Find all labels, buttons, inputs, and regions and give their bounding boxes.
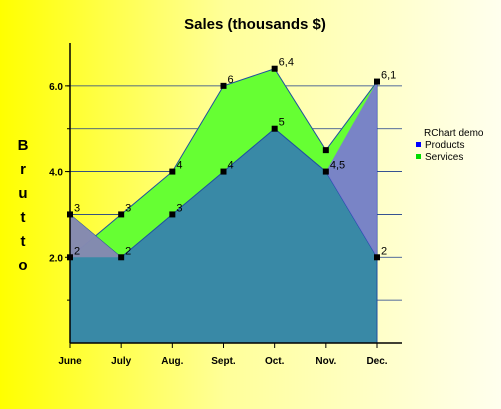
data-label: 3 — [125, 202, 131, 214]
plot-areas — [69, 68, 378, 344]
tick-labels: June July Aug. Sept. Oct. Nov. Dec. 2.0 4.0 6.0 — [49, 82, 388, 367]
data-point — [220, 168, 227, 175]
data-point — [271, 125, 278, 132]
x-tick-label: June — [58, 356, 82, 367]
data-point — [374, 254, 380, 261]
x-tick-label: Sept. — [211, 356, 236, 367]
x-tick-label: Dec. — [366, 356, 387, 367]
data-label: 2 — [381, 245, 387, 257]
data-label: 3 — [74, 202, 80, 214]
x-tick-label: July — [111, 356, 131, 367]
data-label: 2 — [74, 245, 80, 257]
data-point — [322, 147, 329, 154]
legend-title: RChart demo — [424, 128, 484, 139]
data-point — [220, 82, 227, 89]
chart-title: Sales (thousands $) — [184, 16, 326, 33]
x-tick-label: Oct. — [265, 356, 285, 367]
area-overlap — [325, 81, 377, 258]
data-label: 6 — [228, 74, 234, 86]
legend-label: Services — [425, 152, 463, 163]
data-label: 5 — [279, 117, 285, 129]
data-point — [118, 254, 125, 261]
area-overlap-start — [70, 214, 122, 258]
legend-label: Products — [425, 140, 464, 151]
data-label: 4 — [228, 160, 234, 172]
data-label: 4,5 — [330, 160, 345, 172]
data-point — [374, 78, 380, 85]
y-tick-label: 2.0 — [49, 253, 63, 264]
axes — [65, 43, 402, 348]
x-tick-label: Nov. — [315, 356, 336, 367]
data-point — [67, 211, 73, 218]
data-point — [169, 168, 176, 175]
data-point — [271, 65, 278, 72]
legend-swatch — [416, 142, 421, 147]
data-point — [118, 211, 125, 218]
data-markers — [67, 65, 380, 261]
data-label: 3 — [176, 202, 182, 214]
data-labels: 3 2 3 4 5 4,5 2 2 3 4 6 6,4 6,1 — [74, 57, 396, 258]
y-tick-label: 4.0 — [49, 168, 63, 179]
data-label: 6,1 — [381, 70, 396, 82]
x-tick-label: Aug. — [161, 356, 183, 367]
data-label: 4 — [176, 160, 182, 172]
data-label: 6,4 — [279, 57, 294, 69]
data-label: 2 — [125, 245, 131, 257]
data-point — [322, 168, 329, 175]
data-point — [169, 211, 176, 218]
y-tick-label: 6.0 — [49, 82, 63, 93]
legend-swatch — [416, 154, 421, 159]
data-point — [67, 254, 73, 261]
